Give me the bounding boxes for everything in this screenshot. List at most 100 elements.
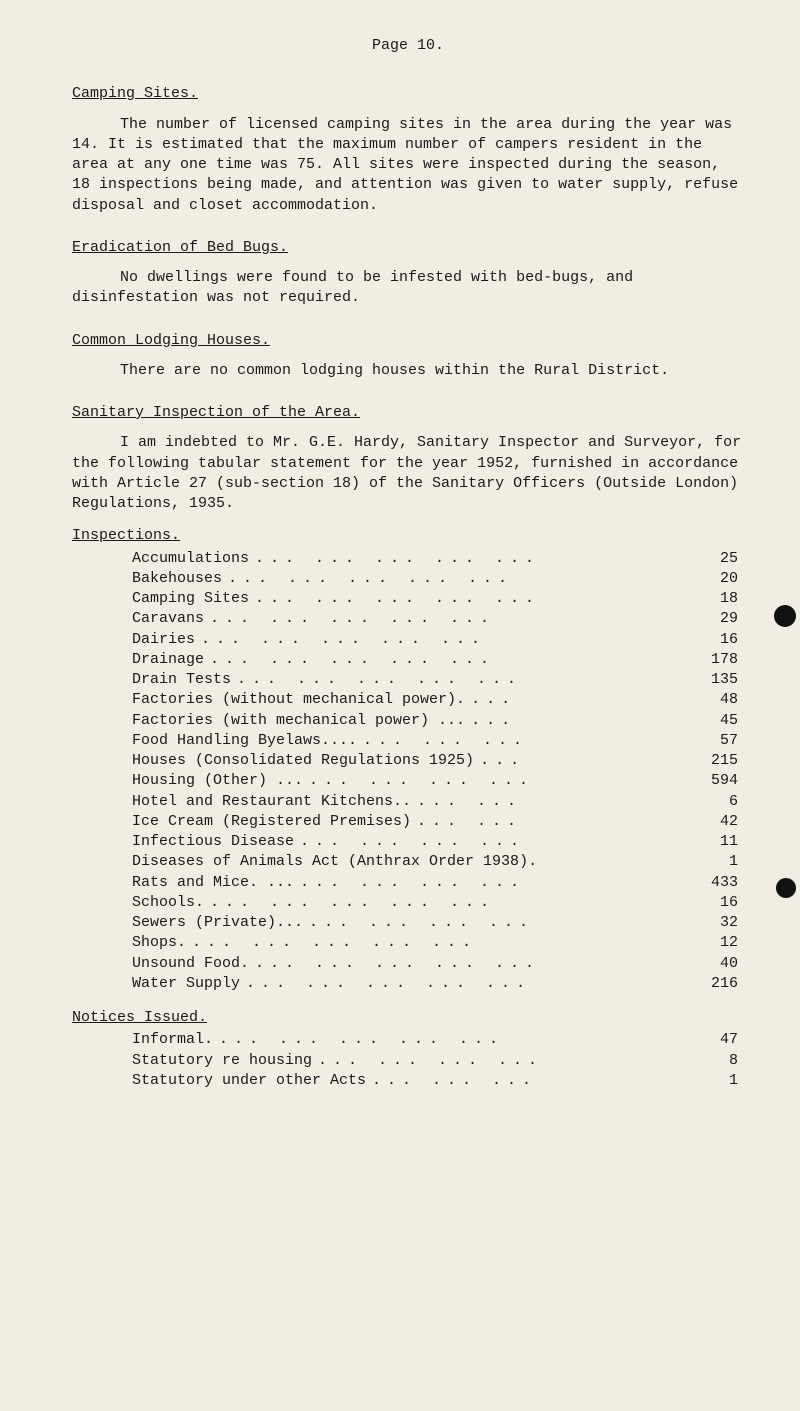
row-value: 1 <box>688 852 744 872</box>
page-header: Page 10. <box>72 36 744 56</box>
row-value: 6 <box>688 792 744 812</box>
table-row: Hotel and Restaurant Kitchens..... ...6 <box>132 792 744 812</box>
table-row: Diseases of Animals Act (Anthrax Order 1… <box>132 852 744 872</box>
dot-leader: ... ... ... ... ... <box>231 670 688 690</box>
row-value: 12 <box>688 933 744 953</box>
ink-blob <box>776 878 796 898</box>
table-row: Schools.... ... ... ... ...16 <box>132 893 744 913</box>
row-label: Drainage <box>132 650 204 670</box>
dot-leader: ... ... ... ... ... <box>204 609 688 629</box>
row-value: 48 <box>688 690 744 710</box>
row-label: Bakehouses <box>132 569 222 589</box>
row-label: Drain Tests <box>132 670 231 690</box>
dot-leader: ... <box>465 690 688 710</box>
row-value: 42 <box>688 812 744 832</box>
dot-leader: ... ... ... ... ... <box>222 569 688 589</box>
table-row: Statutory under other Acts... ... ...1 <box>132 1071 744 1091</box>
row-label: Rats and Mice. ... <box>132 873 294 893</box>
row-value: 32 <box>688 913 744 933</box>
table-row: Shops.... ... ... ... ...12 <box>132 933 744 953</box>
dot-leader: ... ... ... <box>366 1071 688 1091</box>
inspections-heading: Inspections. <box>72 526 744 546</box>
paragraph-camping: The number of licensed camping sites in … <box>72 115 744 216</box>
dot-leader: ... ... ... ... ... <box>249 954 688 974</box>
table-row: Food Handling Byelaws....... ... ...57 <box>132 731 744 751</box>
table-row: Factories (without mechanical power)....… <box>132 690 744 710</box>
row-value: 178 <box>688 650 744 670</box>
row-label: Camping Sites <box>132 589 249 609</box>
row-label: Caravans <box>132 609 204 629</box>
row-label: Ice Cream (Registered Premises) <box>132 812 411 832</box>
table-row: Accumulations... ... ... ... ...25 <box>132 549 744 569</box>
dot-leader: ... <box>474 751 688 771</box>
row-value: 16 <box>688 630 744 650</box>
section-heading-lodging: Common Lodging Houses. <box>72 331 744 351</box>
notices-list: Informal.... ... ... ... ...47 Statutory… <box>132 1030 744 1091</box>
ink-blob <box>774 605 796 627</box>
dot-leader: ... ... ... ... ... <box>204 650 688 670</box>
paragraph-lodging: There are no common lodging houses withi… <box>72 361 744 381</box>
table-row: Drainage... ... ... ... ...178 <box>132 650 744 670</box>
row-label: Hotel and Restaurant Kitchens.. <box>132 792 411 812</box>
table-row: Infectious Disease... ... ... ...11 <box>132 832 744 852</box>
table-row: Dairies... ... ... ... ...16 <box>132 630 744 650</box>
dot-leader: ... ... ... ... ... <box>213 1030 688 1050</box>
row-value: 47 <box>688 1030 744 1050</box>
row-value: 433 <box>688 873 744 893</box>
dot-leader: ... <box>465 711 688 731</box>
row-label: Schools. <box>132 893 204 913</box>
dot-leader: ... ... ... ... ... <box>249 589 688 609</box>
row-value: 215 <box>688 751 744 771</box>
paragraph-sanitary: I am indebted to Mr. G.E. Hardy, Sanitar… <box>72 433 744 514</box>
table-row: Ice Cream (Registered Premises)... ...42 <box>132 812 744 832</box>
row-label: Statutory under other Acts <box>132 1071 366 1091</box>
dot-leader: ... ... ... ... ... <box>249 549 688 569</box>
table-row: Drain Tests... ... ... ... ...135 <box>132 670 744 690</box>
row-value: 135 <box>688 670 744 690</box>
dot-leader: ... ... <box>411 812 688 832</box>
dot-leader: ... ... ... ... ... <box>240 974 688 994</box>
table-row: Unsound Food.... ... ... ... ...40 <box>132 954 744 974</box>
inspections-list: Accumulations... ... ... ... ...25 Bakeh… <box>132 549 744 995</box>
table-row: Rats and Mice. ...... ... ... ...433 <box>132 873 744 893</box>
row-label: Statutory re housing <box>132 1051 312 1071</box>
row-label: Sewers (Private)... <box>132 913 303 933</box>
row-value: 40 <box>688 954 744 974</box>
row-value: 11 <box>688 832 744 852</box>
table-row: Factories (with mechanical power) ......… <box>132 711 744 731</box>
table-row: Statutory re housing... ... ... ...8 <box>132 1051 744 1071</box>
table-row: Houses (Consolidated Regulations 1925)..… <box>132 751 744 771</box>
dot-leader: ... ... ... ... ... <box>186 933 688 953</box>
table-row: Bakehouses... ... ... ... ...20 <box>132 569 744 589</box>
table-row: Housing (Other) ...... ... ... ...594 <box>132 771 744 791</box>
table-row: Caravans... ... ... ... ...29 <box>132 609 744 629</box>
row-label: Informal. <box>132 1030 213 1050</box>
row-value: 8 <box>688 1051 744 1071</box>
notices-heading: Notices Issued. <box>72 1008 744 1028</box>
row-value: 45 <box>688 711 744 731</box>
row-value: 18 <box>688 589 744 609</box>
row-value: 25 <box>688 549 744 569</box>
section-heading-sanitary: Sanitary Inspection of the Area. <box>72 403 744 423</box>
dot-leader: ... ... ... ... <box>294 832 688 852</box>
dot-leader: ... ... ... ... <box>312 1051 688 1071</box>
paragraph-bedbugs: No dwellings were found to be infested w… <box>72 268 744 309</box>
row-value: 594 <box>688 771 744 791</box>
section-heading-camping: Camping Sites. <box>72 84 744 104</box>
row-value: 57 <box>688 731 744 751</box>
table-row: Sewers (Private)...... ... ... ...32 <box>132 913 744 933</box>
row-label: Infectious Disease <box>132 832 294 852</box>
row-value: 1 <box>688 1071 744 1091</box>
table-row: Water Supply... ... ... ... ...216 <box>132 974 744 994</box>
row-label: Factories (without mechanical power). <box>132 690 465 710</box>
row-label: Unsound Food. <box>132 954 249 974</box>
dot-leader: ... ... <box>411 792 688 812</box>
row-value: 16 <box>688 893 744 913</box>
dot-leader: ... ... ... <box>357 731 688 751</box>
table-row: Informal.... ... ... ... ...47 <box>132 1030 744 1050</box>
dot-leader: ... ... ... ... <box>294 873 688 893</box>
row-label: Accumulations <box>132 549 249 569</box>
row-label: Houses (Consolidated Regulations 1925) <box>132 751 474 771</box>
row-label: Shops. <box>132 933 186 953</box>
section-heading-bedbugs: Eradication of Bed Bugs. <box>72 238 744 258</box>
